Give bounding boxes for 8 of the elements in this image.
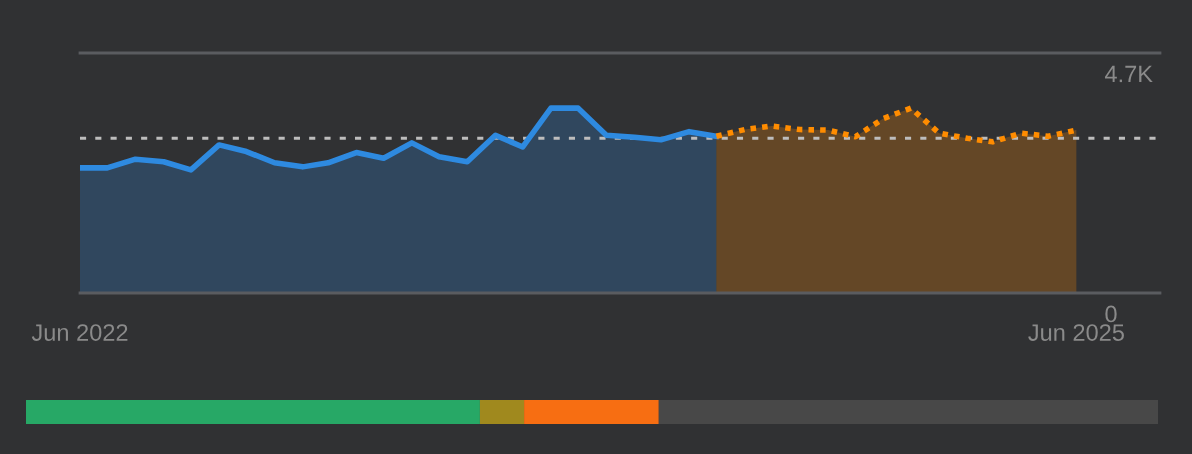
x-tick-label: Jun 2025 <box>1028 324 1124 341</box>
y-tick-label: 4.7K <box>1104 65 1153 83</box>
bar <box>524 400 659 424</box>
bar <box>479 400 525 424</box>
x-tick-label: Jun 2022 <box>31 324 128 341</box>
bar <box>26 400 480 424</box>
bar <box>658 400 1158 424</box>
y-tick-label: 0 <box>1105 305 1117 323</box>
